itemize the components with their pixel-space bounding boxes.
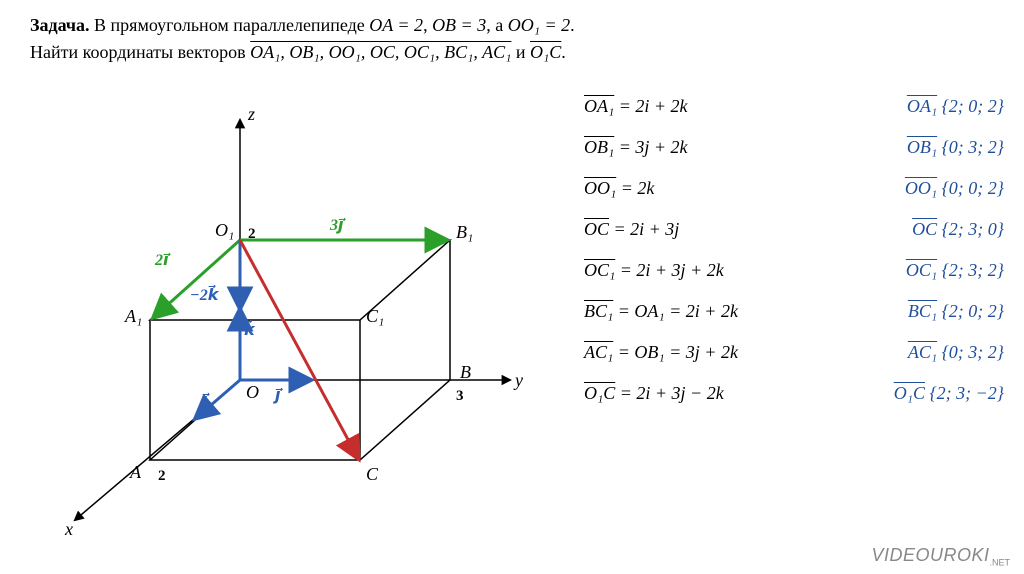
axis-label-z: z — [247, 104, 255, 124]
result-row: OC = 2i + 3j OC {2; 3; 0} — [584, 219, 1004, 240]
pt-C: C — [366, 464, 379, 484]
label-neg-2k: −2k⃗ — [190, 284, 220, 304]
diagram: z y x k⃗ j⃗ i⃗ 2i⃗ 3j⃗ −2k⃗ O A B C O₁ A… — [20, 90, 540, 540]
result-row: BC₁ = OA₁ = 2i + 2k BC₁ {2; 0; 2} — [584, 301, 1004, 322]
results-list: OA₁ = 2i + 2k OA₁ {2; 0; 2} OB₁ = 3j + 2… — [584, 96, 1004, 404]
result-row: OA₁ = 2i + 2k OA₁ {2; 0; 2} — [584, 96, 1004, 117]
num-2-bottom: 2 — [158, 468, 166, 484]
pt-A1: A₁ — [124, 306, 142, 326]
axis-label-x: x — [64, 519, 73, 539]
result-row: O₁C = 2i + 3j − 2k O₁C {2; 3; −2} — [584, 383, 1004, 404]
pt-O1: O₁ — [215, 220, 234, 240]
basis-label-k: k⃗ — [244, 319, 256, 339]
pt-A: A — [129, 462, 142, 482]
pt-C1: C₁ — [366, 306, 384, 326]
basis-label-j: j⃗ — [272, 387, 283, 404]
result-row: OB₁ = 3j + 2k OB₁ {0; 3; 2} — [584, 137, 1004, 158]
problem-bold: Задача. — [30, 15, 90, 35]
label-3j: 3j⃗ — [329, 217, 346, 234]
num-2-top: 2 — [248, 226, 256, 242]
problem-statement: Задача. В прямоугольном параллелепипеде … — [30, 12, 994, 66]
cube-edge — [150, 380, 450, 460]
result-row: OC₁ = 2i + 3j + 2k OC₁ {2; 3; 2} — [584, 260, 1004, 281]
result-row: AC₁ = OB₁ = 3j + 2k AC₁ {0; 3; 2} — [584, 342, 1004, 363]
pt-B: B — [460, 362, 471, 382]
pt-B1: B₁ — [456, 222, 473, 242]
pt-O: O — [246, 382, 259, 402]
watermark: VIDEOUROKI.NET — [871, 545, 1010, 568]
label-2i: 2i⃗ — [154, 252, 171, 269]
result-row: OO₁ = 2k OO₁ {0; 0; 2} — [584, 178, 1004, 199]
num-3: 3 — [456, 388, 464, 404]
vec-O1C — [240, 240, 358, 458]
axis-label-y: y — [513, 370, 523, 390]
